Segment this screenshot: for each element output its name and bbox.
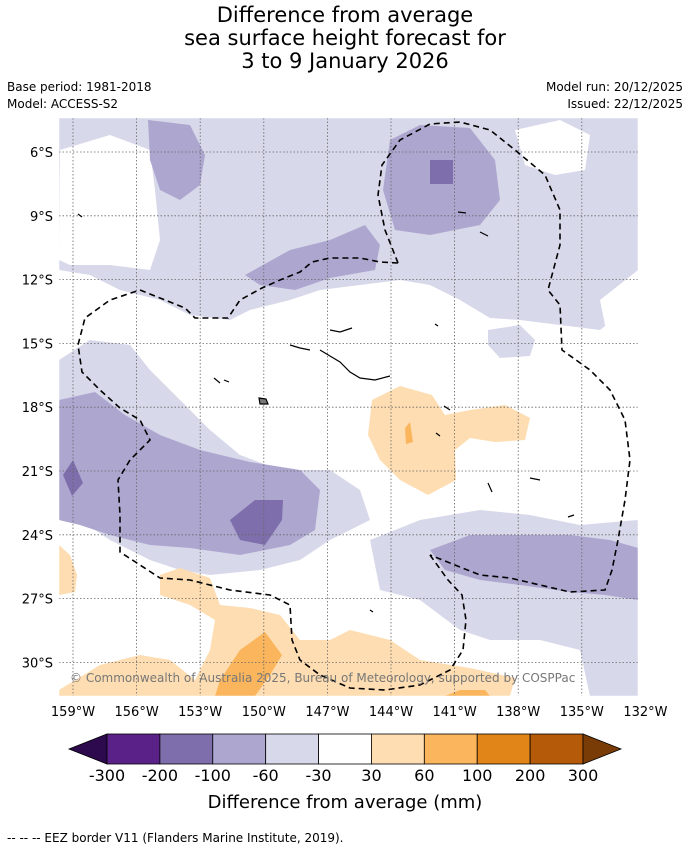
colorbar-tick-label: 200 xyxy=(514,766,546,785)
colorbar-segment xyxy=(106,733,161,765)
eez-border-north xyxy=(377,121,631,593)
lon-label: 156°W xyxy=(115,705,159,720)
lat-label: 15°S xyxy=(22,337,53,352)
colorbar-tick-label: -30 xyxy=(305,766,332,785)
lon-label: 141°W xyxy=(433,705,477,720)
footnote-eez: -- -- -- EEZ border V11 (Flanders Marine… xyxy=(7,831,344,845)
anomaly-region-orange-1 xyxy=(405,422,413,444)
colorbar-segment xyxy=(423,733,478,765)
anomaly-region-dark-purple-2 xyxy=(230,500,283,545)
island xyxy=(319,349,391,381)
anomaly-region-mid-purple-1 xyxy=(148,120,205,200)
colorbar-tick-label: -60 xyxy=(252,766,279,785)
anomaly-region-dark-purple-1 xyxy=(430,160,453,184)
colorbar-tick-label: -200 xyxy=(141,766,179,785)
island xyxy=(213,377,230,384)
island xyxy=(289,344,311,351)
island xyxy=(329,327,353,333)
colorbar-segment xyxy=(371,733,425,765)
lon-label: 144°W xyxy=(369,705,413,720)
lat-label: 21°S xyxy=(22,465,53,480)
model-name: Model: ACCESS-S2 xyxy=(7,97,119,111)
lat-label: 6°S xyxy=(30,146,53,161)
anomaly-region-light-purple-4 xyxy=(488,325,535,358)
lon-label: 138°W xyxy=(496,705,540,720)
island xyxy=(435,405,451,437)
colorbar-segment xyxy=(265,733,319,765)
lon-label: 132°W xyxy=(623,705,667,720)
anomaly-region-orange-3 xyxy=(445,690,490,696)
lat-label: 9°S xyxy=(30,210,53,225)
lon-label: 147°W xyxy=(305,705,349,720)
title-line-1: Difference from average xyxy=(216,3,474,27)
anomaly-region-neutral-right xyxy=(600,270,638,400)
colorbar-tick-label: 300 xyxy=(567,766,599,785)
lat-label: 30°S xyxy=(22,656,53,671)
colorbar-segment xyxy=(159,733,214,765)
model-run: Model run: 20/12/2025 xyxy=(545,80,683,94)
colorbar-title: Difference from average (mm) xyxy=(207,792,483,813)
anomaly-region-dark-purple-3 xyxy=(63,460,83,496)
colorbar-segment xyxy=(212,733,267,765)
lat-label: 12°S xyxy=(22,274,53,289)
island xyxy=(369,514,575,613)
copyright-text: © Commonwealth of Australia 2025, Bureau… xyxy=(70,671,575,685)
island xyxy=(487,477,541,493)
anomaly-region-orange-2 xyxy=(215,632,282,696)
issued-date: Issued: 22/12/2025 xyxy=(567,97,683,111)
lat-label: 24°S xyxy=(22,529,53,544)
colorbar-segment xyxy=(476,733,531,765)
colorbar-tick-label: 30 xyxy=(361,766,382,785)
islands xyxy=(77,211,575,613)
anomaly-region-light-orange-1 xyxy=(368,386,530,495)
colorbar-tick-label: 100 xyxy=(461,766,493,785)
anomaly-region-mid-purple-5 xyxy=(430,535,638,600)
longitude-labels: 159°W 156°W 153°W 150°W 147°W 144°W 141°W 138°W… xyxy=(51,705,668,720)
anomaly-region-light-orange-2 xyxy=(59,545,77,595)
lon-label: 135°W xyxy=(560,705,604,720)
island xyxy=(77,213,439,327)
anomaly-region-light-orange-3 xyxy=(59,568,515,696)
lon-label: 150°W xyxy=(242,705,286,720)
eez-border-central xyxy=(77,257,467,691)
map-frame xyxy=(58,117,639,697)
eez-borders xyxy=(77,121,631,691)
latitude-labels: 6°S 9°S 12°S 15°S 18°S 21°S 24°S 27°S 30°S xyxy=(22,146,53,671)
island xyxy=(457,211,489,237)
base-period: Base period: 1981-2018 xyxy=(7,80,152,94)
island xyxy=(258,397,269,405)
colorbar xyxy=(67,733,623,765)
colorbar-segment xyxy=(318,733,372,765)
lat-label: 27°S xyxy=(22,593,53,608)
anomaly-region-mid-purple-3 xyxy=(245,225,380,290)
colorbar-tick-label: -100 xyxy=(194,766,231,785)
colorbar-extend-min xyxy=(67,733,108,765)
anomaly-field xyxy=(59,118,638,696)
title-line-3: 3 to 9 January 2026 xyxy=(241,49,449,73)
colorbar-extend-max xyxy=(582,733,623,765)
colorbar-segment xyxy=(529,733,584,765)
lon-label: 153°W xyxy=(178,705,222,720)
colorbar-tick-label: -300 xyxy=(88,766,126,785)
anomaly-region-neutral-top xyxy=(59,135,160,270)
colorbar-tick-label: 60 xyxy=(414,766,435,785)
title-line-2: sea surface height forecast for xyxy=(184,26,506,50)
lat-label: 18°S xyxy=(22,401,53,416)
anomaly-region-neutral-topright xyxy=(515,120,590,175)
lon-label: 159°W xyxy=(51,705,95,720)
